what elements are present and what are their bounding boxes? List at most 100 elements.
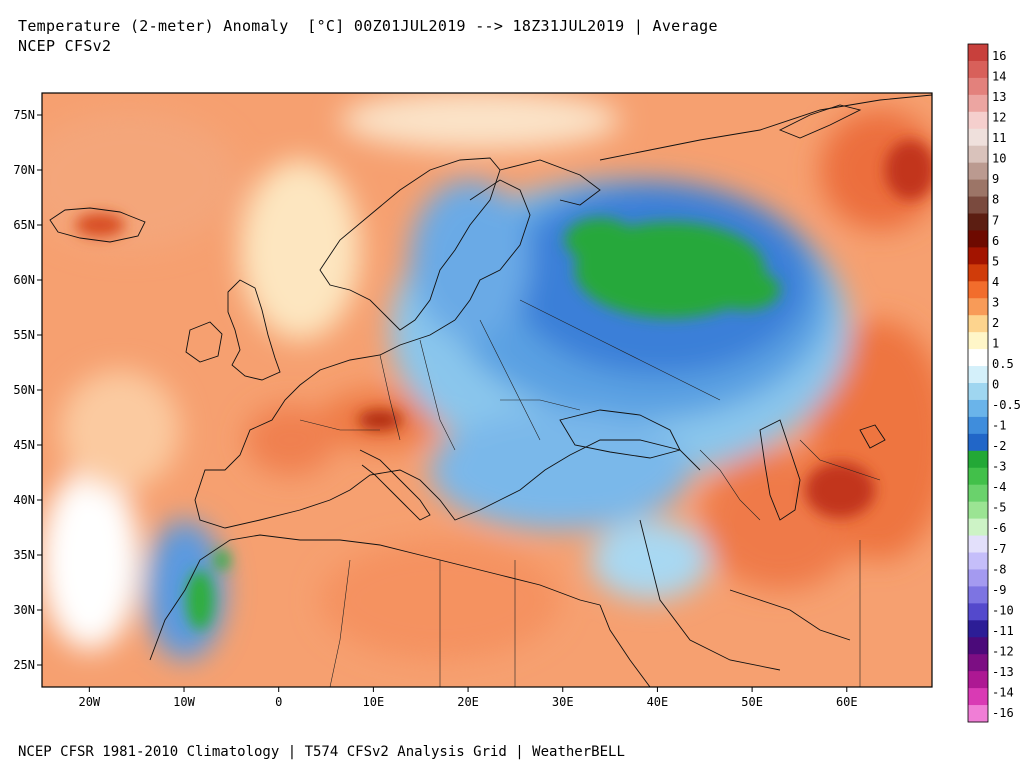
colorbar-swatch: [968, 60, 988, 79]
colorbar-swatch: [968, 264, 988, 282]
lon-tick-label: 60E: [836, 695, 858, 709]
colorbar-swatch: [968, 671, 988, 689]
colorbar-swatch: [968, 620, 988, 638]
colorbar-label: -16: [992, 706, 1014, 720]
colorbar-swatch: [968, 654, 988, 672]
lat-tick-label: 75N: [13, 108, 35, 122]
colorbar-label: -11: [992, 624, 1014, 638]
lat-tick-label: 55N: [13, 328, 35, 342]
colorbar-label: -13: [992, 665, 1014, 679]
colorbar-label: -7: [992, 542, 1006, 556]
borders: [299, 299, 881, 687]
colorbar-swatch: [968, 196, 988, 214]
colorbar-swatch: [968, 213, 988, 231]
colorbar-swatch: [968, 315, 988, 333]
colorbar-swatch: [968, 44, 988, 62]
lon-tick-label: 50E: [741, 695, 763, 709]
lat-tick-label: 35N: [13, 548, 35, 562]
colorbar-label: 9: [992, 172, 999, 186]
colorbar-swatch: [968, 552, 988, 570]
colorbar-swatch: [968, 637, 988, 655]
lon-tick-label: 10W: [173, 695, 195, 709]
colorbar-swatch: [968, 450, 988, 469]
colorbar-swatch: [968, 467, 988, 486]
colorbar-label: 1: [992, 336, 999, 350]
colorbar-swatch: [968, 332, 988, 350]
anomaly-field: [42, 93, 932, 687]
colorbar-swatch: [968, 247, 988, 265]
lat-tick-label: 25N: [13, 658, 35, 672]
colorbar-label: -14: [992, 685, 1014, 699]
lon-tick-label: 20W: [78, 695, 100, 709]
colorbar-label: 16: [992, 49, 1006, 63]
colorbar-swatch: [968, 179, 988, 198]
model-name: NCEP CFSv2: [18, 37, 112, 55]
colorbar-swatch: [968, 433, 988, 452]
colorbar-label: -6: [992, 521, 1006, 535]
colorbar-swatch: [968, 586, 988, 604]
colorbar-label: 8: [992, 193, 999, 207]
colorbar-swatch: [968, 535, 988, 553]
colorbar-swatch: [968, 366, 988, 384]
colorbar-outline: [967, 43, 989, 723]
lat-tick-label: 65N: [13, 218, 35, 232]
lat-tick-label: 45N: [13, 438, 35, 452]
colorbar-swatch: [968, 349, 988, 367]
colorbar-label: -10: [992, 603, 1014, 617]
lat-tick-label: 50N: [13, 383, 35, 397]
lat-tick-label: 40N: [13, 493, 35, 507]
colorbar-swatch: [968, 688, 988, 706]
colorbar: 16 14 13 12 11 10 9 8 7 6 5 4 3 2 1 0.5 0 -0.5 -1 -2 -3 -4 -5 -…: [967, 43, 1021, 723]
lon-tick-label: 0: [275, 695, 282, 709]
colorbar-label: 7: [992, 213, 999, 227]
colorbar-swatch: [968, 230, 988, 248]
colorbar-swatch: [968, 399, 988, 418]
colorbar-label: -3: [992, 460, 1006, 474]
colorbar-swatch: [968, 94, 988, 113]
colorbar-swatch: [968, 145, 988, 164]
colorbar-label: -4: [992, 480, 1006, 494]
lat-tick-label: 30N: [13, 603, 35, 617]
lon-tick-label: 40E: [647, 695, 669, 709]
colorbar-label: -12: [992, 644, 1014, 658]
colorbar-swatch: [968, 501, 988, 520]
colorbar-swatch: [968, 162, 988, 181]
colorbar-label: 10: [992, 152, 1006, 166]
colorbar-label: 3: [992, 295, 999, 309]
colorbar-swatch: [968, 518, 988, 537]
colorbar-swatch: [968, 484, 988, 503]
longitude-axis: 20W 10W 0 10E 20E 30E 40E 50E 60E: [78, 687, 858, 709]
colorbar-swatch: [968, 383, 988, 401]
lon-tick-label: 30E: [552, 695, 574, 709]
colorbar-label: 0.5: [992, 357, 1014, 371]
colorbar-label: 14: [992, 70, 1006, 84]
colorbar-label: 0: [992, 378, 999, 392]
colorbar-swatch: [968, 111, 988, 130]
colorbar-swatch: [968, 705, 988, 723]
colorbar-label: -8: [992, 562, 1006, 576]
colorbar-label: -5: [992, 501, 1006, 515]
colorbar-label: 12: [992, 111, 1006, 125]
colorbar-swatch: [968, 128, 988, 147]
colorbar-label: 11: [992, 131, 1006, 145]
coastlines: [49, 94, 932, 687]
lat-tick-label: 70N: [13, 163, 35, 177]
colorbar-swatch: [968, 77, 988, 96]
latitude-axis: 75N 70N 65N 60N 55N 50N 45N 40N 35N 30N 25N: [13, 108, 42, 672]
colorbar-swatch: [968, 569, 988, 587]
map-title: Temperature (2-meter) Anomaly [°C] 00Z01…: [18, 17, 718, 35]
colorbar-label: -0.5: [992, 398, 1021, 412]
colorbar-label: 4: [992, 275, 999, 289]
colorbar-label: 6: [992, 234, 999, 248]
colorbar-label: -1: [992, 419, 1006, 433]
colorbar-swatch: [968, 281, 988, 299]
footer-credits: NCEP CFSR 1981-2010 Climatology | T574 C…: [18, 744, 625, 760]
colorbar-swatch: [968, 603, 988, 621]
colorbar-label: 2: [992, 316, 999, 330]
colorbar-label: -9: [992, 583, 1006, 597]
colorbar-label: -2: [992, 439, 1006, 453]
colorbar-swatch: [968, 416, 988, 435]
lat-tick-label: 60N: [13, 273, 35, 287]
colorbar-label: 13: [992, 90, 1006, 104]
